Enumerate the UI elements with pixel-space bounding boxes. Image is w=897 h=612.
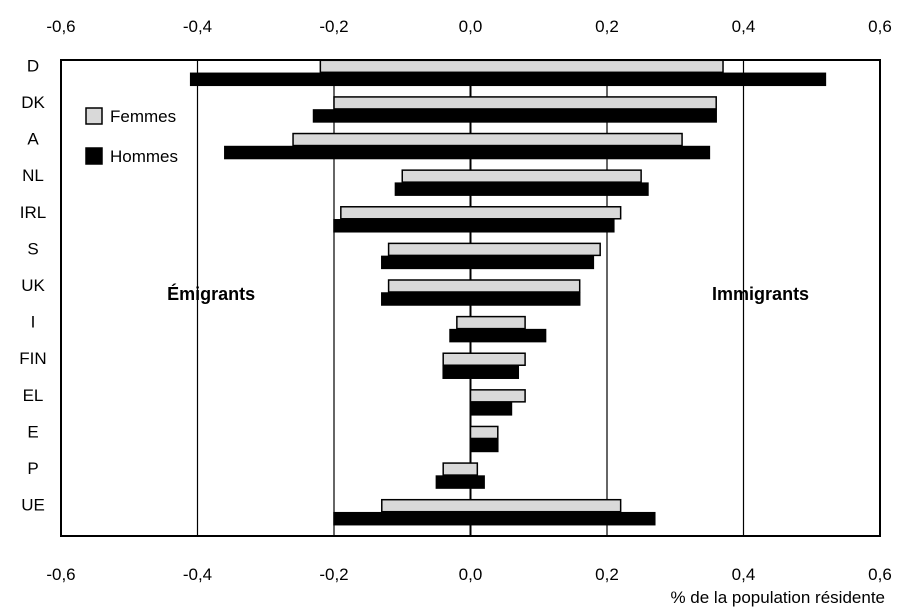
bottom-tick-labels: -0,6 -0,4 -0,2 0,0 0,2 0,4 0,6 — [46, 565, 891, 584]
bottom-tick-label: -0,4 — [183, 565, 212, 584]
category-label: FIN — [19, 349, 46, 368]
top-tick-label: 0,4 — [732, 17, 756, 36]
annotation-immigrants: Immigrants — [712, 284, 809, 304]
category-label: E — [27, 422, 38, 441]
category-label: A — [27, 130, 39, 149]
bar-hommes-ue — [333, 511, 656, 526]
bar-femmes-d — [319, 59, 724, 74]
top-tick-label: -0,2 — [319, 17, 348, 36]
bar-hommes-a — [224, 145, 711, 160]
top-tick-label: -0,6 — [46, 17, 75, 36]
bar-hommes-fin — [442, 365, 520, 379]
bar-hommes-nl — [394, 182, 649, 196]
bars — [189, 59, 827, 526]
legend-swatch-femmes — [85, 107, 103, 125]
legend-label-femmes: Femmes — [110, 107, 176, 126]
bar-hommes-d — [189, 72, 827, 87]
category-label: S — [27, 239, 38, 258]
bar-femmes-uk — [387, 279, 581, 293]
bar-hommes-i — [449, 328, 547, 343]
bar-hommes-irl — [333, 219, 615, 233]
bar-femmes-e — [469, 425, 499, 440]
bar-hommes-s — [381, 255, 595, 270]
category-labels: D DK A NL IRL S UK I FIN EL EP UE — [19, 56, 46, 514]
bar-femmes-dk — [333, 96, 717, 110]
legend-swatch-hommes — [85, 147, 103, 165]
category-label: I — [31, 313, 36, 332]
bar-hommes-p — [435, 475, 485, 489]
bar-hommes-e — [469, 438, 499, 453]
category-label: P — [27, 459, 38, 478]
bar-femmes-ue — [381, 498, 622, 513]
bottom-tick-label: 0,6 — [868, 565, 892, 584]
bar-hommes-el — [469, 402, 513, 416]
category-label: D — [27, 56, 39, 75]
category-label: EL — [23, 386, 44, 405]
bar-femmes-s — [387, 242, 601, 257]
top-tick-label: 0,0 — [459, 17, 483, 36]
bar-femmes-a — [292, 132, 683, 147]
bar-hommes-uk — [381, 292, 581, 306]
bar-hommes-dk — [312, 109, 717, 123]
category-label: DK — [21, 93, 45, 112]
category-label: UK — [21, 276, 45, 295]
bottom-tick-label: 0,4 — [732, 565, 756, 584]
bottom-tick-label: 0,2 — [595, 565, 619, 584]
bottom-tick-label: -0,6 — [46, 565, 75, 584]
bar-femmes-el — [469, 389, 526, 403]
top-tick-label: -0,4 — [183, 17, 212, 36]
top-tick-label: 0,6 — [868, 17, 892, 36]
bar-femmes-p — [442, 462, 479, 476]
category-label: IRL — [20, 203, 46, 222]
bar-femmes-irl — [340, 206, 622, 220]
category-label: UE — [21, 496, 45, 515]
bar-femmes-nl — [401, 169, 642, 183]
bar-femmes-fin — [442, 352, 526, 366]
legend-label-hommes: Hommes — [110, 147, 178, 166]
legend: Femmes Hommes — [85, 107, 178, 166]
category-label: NL — [22, 166, 44, 185]
top-tick-label: 0,2 — [595, 17, 619, 36]
bottom-tick-label: 0,0 — [459, 565, 483, 584]
plot-frame — [60, 59, 881, 537]
bar-femmes-i — [456, 315, 526, 330]
top-tick-labels: -0,6 -0,4 -0,2 0,0 0,2 0,4 0,6 — [46, 17, 891, 36]
bottom-tick-label: -0,2 — [319, 565, 348, 584]
annotation-emigrants: Émigrants — [167, 283, 255, 304]
x-axis-label: % de la population résidente — [670, 588, 885, 607]
